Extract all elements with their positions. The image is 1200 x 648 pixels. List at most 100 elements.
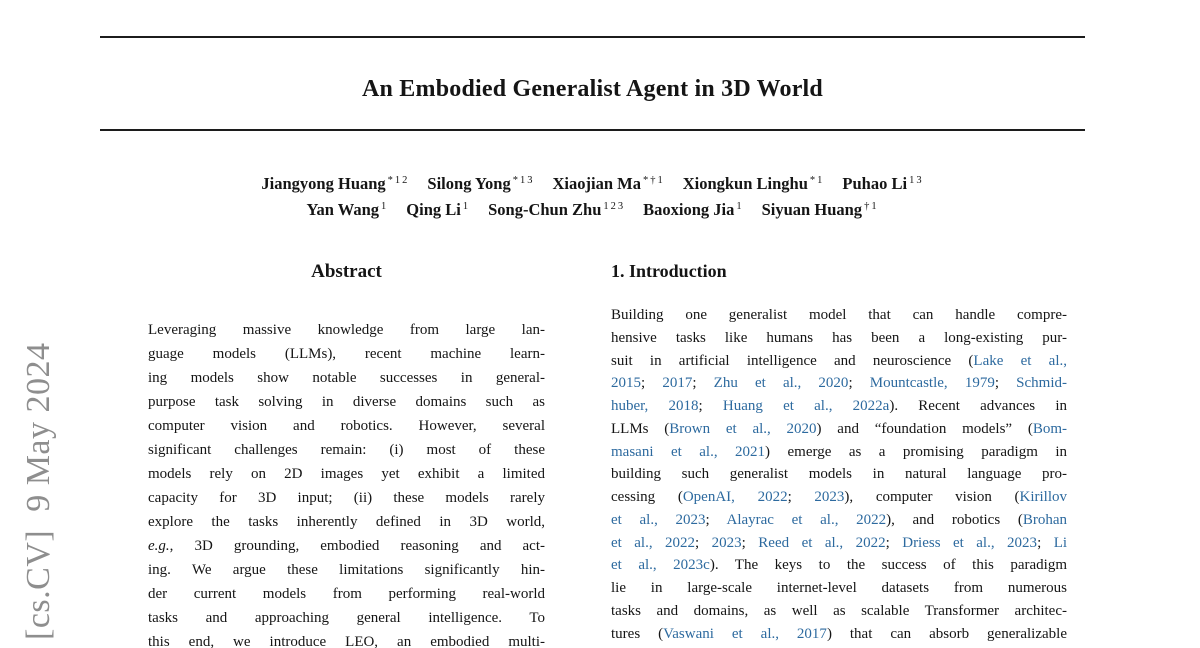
author-name-text: Baoxiong Jia [643, 199, 735, 219]
author-name-text: Jiangyong Huang [261, 174, 386, 193]
text-line: cessing (OpenAI, 2022; 2023), computer v… [611, 486, 1067, 509]
text-line: significant challenges remain: (i) most … [148, 438, 545, 462]
text-line: der current models from performing real-… [148, 582, 545, 606]
citation-link[interactable]: Alayrac et al., 2022 [726, 511, 887, 528]
citation-link[interactable]: Reed et al., 2022 [758, 534, 886, 551]
text-line: computer vision and robotics. However, s… [148, 414, 545, 438]
text-line: e.g., 3D grounding, embodied reasoning a… [148, 534, 545, 558]
citation-link[interactable]: et al., 2023 [611, 511, 706, 528]
text-segment: Building one generalist model that can h… [611, 307, 1067, 323]
citation-link[interactable]: Brown et al., 2020 [669, 420, 817, 437]
author-name: Siyuan Huang †1 [762, 200, 879, 219]
text-line: capacity for 3D input; (ii) these models… [148, 486, 545, 510]
text-segment: , 3D grounding, embodied reasoning and a… [169, 538, 545, 554]
text-line: explore the tasks inherently defined in … [148, 510, 545, 534]
text-segment: ), and robotics ( [886, 511, 1023, 528]
author-block: Jiangyong Huang *12 Silong Yong *13 Xiaojian… [100, 168, 1085, 219]
text-segment: ; [741, 534, 759, 551]
text-line: purpose task solving in diverse domains … [148, 390, 545, 414]
citation-link[interactable]: Brohan [1022, 511, 1067, 528]
text-segment: explore the tasks inherently defined in … [148, 514, 545, 530]
author-affiliation-superscript: *1 [809, 175, 825, 186]
citation-link[interactable]: Schmid- [1016, 375, 1067, 392]
author-affiliation-superscript: 13 [909, 175, 924, 186]
text-segment: ) that can absorb generalizable [826, 625, 1067, 642]
author-name: Yan Wang 1 [306, 200, 388, 219]
citation-link[interactable]: Kirillov [1019, 489, 1068, 505]
citation-link[interactable]: Mountcastle, 1979 [869, 375, 995, 392]
author-name-text: Silong Yong [427, 174, 511, 193]
text-segment: ; [848, 375, 870, 392]
text-segment: ; [641, 375, 663, 392]
text-segment: ) and “foundation models” ( [816, 420, 1033, 437]
text-segment: this end, we introduce LEO, an embodied … [148, 634, 545, 648]
text-line: tasks and domains, as well as scalable T… [611, 600, 1067, 623]
author-affiliation-superscript: 123 [603, 200, 626, 212]
text-segment: ). Recent advances in [889, 398, 1067, 414]
text-line: Building one generalist model that can h… [611, 304, 1067, 327]
text-line: 2015; 2017; Zhu et al., 2020; Mountcastl… [611, 372, 1067, 395]
text-segment: ; [994, 375, 1017, 392]
text-line: et al., 2023; Alayrac et al., 2022), and… [611, 509, 1067, 532]
text-segment: ; [692, 375, 714, 392]
text-segment: hensive tasks like humans has been a lon… [611, 329, 1067, 346]
author-name-text: Yan Wang [306, 199, 380, 219]
citation-link[interactable]: Huang et al., 2022a [722, 398, 890, 414]
citation-link[interactable]: 2015 [611, 375, 641, 392]
text-line: tasks and approaching general intelligen… [148, 606, 545, 630]
citation-link[interactable]: et al., 2023c [611, 557, 710, 574]
author-name: Puhao Li 13 [842, 174, 923, 193]
text-segment: ), computer vision ( [844, 489, 1020, 505]
author-name: Song-Chun Zhu 123 [488, 200, 625, 219]
text-segment: guage models (LLMs), recent machine lear… [148, 346, 545, 362]
citation-link[interactable]: 2017 [662, 375, 693, 392]
author-line-2: Yan Wang 1 Qing Li 1 Song-Chun Zhu 123 Baoxion… [100, 194, 1085, 220]
text-line: hensive tasks like humans has been a lon… [611, 327, 1067, 350]
citation-link[interactable]: Vaswani et al., 2017 [663, 625, 827, 642]
text-segment: LLMs ( [611, 420, 670, 437]
author-affiliation-superscript: †1 [864, 200, 879, 212]
author-affiliation-superscript: 1 [381, 200, 389, 212]
text-line: masani et al., 2021) emerge as a promisi… [611, 441, 1067, 464]
citation-link[interactable]: Li [1053, 534, 1067, 551]
paper-title: An Embodied Generalist Agent in 3D World [362, 76, 823, 102]
text-segment: computer vision and robotics. However, s… [148, 418, 545, 434]
author-name: Qing Li 1 [406, 200, 470, 219]
author-name-text: Xiaojian Ma [552, 174, 641, 193]
author-line-1: Jiangyong Huang *12 Silong Yong *13 Xiaojian… [100, 168, 1085, 194]
text-line: LLMs (Brown et al., 2020) and “foundatio… [611, 418, 1067, 441]
text-line: models rely on 2D images yet exhibit a l… [148, 462, 545, 486]
citation-link[interactable]: Bom- [1032, 420, 1067, 437]
citation-link[interactable]: huber, 2018 [611, 398, 699, 414]
citation-link[interactable]: Zhu et al., 2020 [713, 375, 849, 392]
introduction-body: Building one generalist model that can h… [611, 304, 1067, 645]
abstract-heading: Abstract [311, 261, 382, 282]
text-segment: tasks and approaching general intelligen… [148, 610, 545, 626]
text-line: suit in artificial intelligence and neur… [611, 350, 1067, 373]
author-name: Jiangyong Huang *12 [261, 174, 409, 193]
citation-link[interactable]: masani et al., 2021 [611, 443, 766, 460]
citation-link[interactable]: 2023 [814, 489, 845, 505]
text-segment: ; [698, 398, 723, 414]
text-segment: tures ( [611, 625, 664, 642]
title-rule-top [100, 36, 1085, 38]
abstract-body: Leveraging massive knowledge from large … [148, 318, 545, 648]
text-line: tures (Vaswani et al., 2017) that can ab… [611, 623, 1067, 646]
citation-link[interactable]: OpenAI, 2022 [682, 489, 788, 505]
text-segment: ; [787, 489, 815, 505]
author-name: Silong Yong *13 [427, 174, 534, 193]
citation-link[interactable]: 2023 [711, 534, 742, 551]
author-name-text: Song-Chun Zhu [488, 199, 602, 219]
citation-link[interactable]: Driess et al., 2023 [902, 534, 1038, 551]
text-line: et al., 2022; 2023; Reed et al., 2022; D… [611, 532, 1067, 555]
text-line: et al., 2023c). The keys to the success … [611, 554, 1067, 577]
text-segment: ; [705, 511, 727, 528]
citation-link[interactable]: Lake et al., [973, 352, 1067, 369]
text-line: ing models show notable successes in gen… [148, 366, 545, 390]
text-segment: building such generalist models in natur… [611, 466, 1067, 483]
text-segment: capacity for 3D input; (ii) these models… [148, 490, 545, 506]
citation-link[interactable]: et al., 2022 [611, 534, 696, 551]
text-segment: purpose task solving in diverse domains … [148, 394, 545, 410]
author-affiliation-superscript: 1 [462, 200, 471, 212]
